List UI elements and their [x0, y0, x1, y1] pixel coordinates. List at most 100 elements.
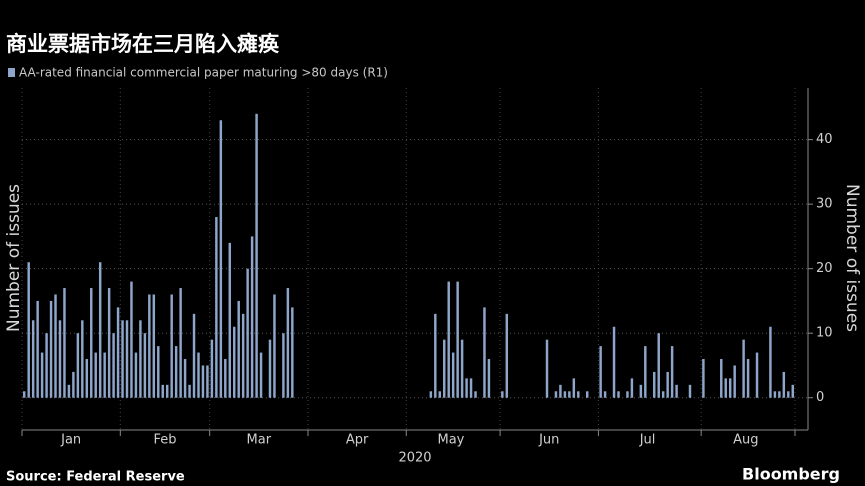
bar	[733, 365, 736, 398]
x-tick-label: Jun	[538, 433, 559, 448]
bar	[585, 391, 589, 398]
bar	[233, 326, 236, 398]
bar	[670, 346, 674, 398]
brand: Bloomberg	[742, 465, 840, 484]
bar	[286, 288, 290, 398]
y-tick-label: 10	[816, 326, 833, 341]
bar	[90, 288, 93, 398]
bar	[250, 236, 254, 398]
bar	[483, 307, 486, 398]
x-tick-label: Aug	[733, 433, 758, 448]
bar	[188, 384, 191, 398]
bar	[626, 391, 629, 398]
bar	[98, 262, 102, 398]
bar	[165, 384, 169, 398]
bar	[469, 378, 473, 398]
bar	[460, 339, 464, 398]
bar	[675, 384, 678, 398]
bar	[179, 288, 182, 398]
bar	[451, 352, 455, 398]
y-axis-title: Number of issues	[4, 184, 24, 332]
x-tick-label: Jan	[60, 433, 81, 448]
bar	[666, 371, 669, 398]
x-tick-label: Apr	[346, 433, 369, 448]
bar	[746, 359, 750, 398]
bar	[121, 320, 124, 398]
bar	[197, 352, 200, 398]
bar	[487, 359, 491, 398]
bar	[94, 352, 97, 398]
bar	[103, 352, 106, 398]
bar	[554, 391, 558, 398]
source: Source: Federal Reserve	[6, 470, 185, 485]
bar	[219, 120, 223, 398]
bar	[228, 242, 232, 398]
bar	[170, 294, 173, 398]
bar	[465, 378, 468, 398]
bar	[174, 346, 178, 398]
bar	[639, 384, 643, 398]
bar	[183, 359, 187, 398]
y-tick-label: 0	[816, 390, 824, 405]
bar	[653, 371, 656, 398]
bar	[23, 391, 26, 398]
bar	[241, 313, 245, 398]
x-tick-label: Mar	[247, 433, 272, 448]
bar	[36, 300, 39, 398]
bar	[443, 339, 446, 398]
y-tick-label: 40	[816, 132, 833, 147]
bar	[125, 320, 129, 398]
bar	[157, 346, 160, 398]
bar	[40, 352, 44, 398]
bar	[85, 359, 89, 398]
bar	[728, 378, 732, 398]
x-axis-title: 2020	[398, 451, 431, 466]
bar	[755, 352, 759, 398]
bar	[501, 391, 504, 398]
bar	[139, 320, 142, 398]
bar	[215, 217, 218, 398]
bar	[661, 391, 665, 398]
bar	[603, 391, 607, 398]
bar	[210, 339, 214, 398]
bar	[148, 294, 151, 398]
bar	[612, 326, 616, 398]
bar	[782, 371, 786, 398]
bar	[224, 359, 227, 398]
bar	[438, 391, 442, 398]
bar	[143, 333, 147, 398]
bar	[724, 378, 727, 398]
bar	[787, 391, 790, 398]
legend-label: AA-rated financial commercial paper matu…	[19, 66, 388, 80]
bar	[577, 391, 580, 398]
bar	[273, 294, 276, 398]
bar	[474, 391, 477, 398]
bar	[58, 320, 62, 398]
bar	[769, 326, 772, 398]
bar	[720, 359, 723, 398]
bar	[563, 391, 567, 398]
bar	[268, 339, 272, 398]
bar	[237, 300, 240, 398]
bar	[657, 333, 660, 398]
bar	[259, 352, 263, 398]
bar	[617, 391, 620, 398]
bar	[206, 365, 209, 398]
bar	[116, 307, 120, 398]
bar	[76, 333, 80, 398]
bar	[630, 378, 634, 398]
bar	[72, 371, 75, 398]
bar	[130, 281, 133, 398]
bar	[778, 391, 781, 398]
bar	[161, 384, 164, 398]
y2-axis-title: Number of issues	[842, 184, 862, 332]
x-tick-label: May	[438, 433, 465, 448]
bar	[246, 268, 249, 398]
bar	[49, 300, 53, 398]
bar	[559, 384, 562, 398]
bar	[568, 391, 571, 398]
bar	[688, 384, 692, 398]
bar	[447, 281, 450, 398]
bar	[644, 346, 647, 398]
